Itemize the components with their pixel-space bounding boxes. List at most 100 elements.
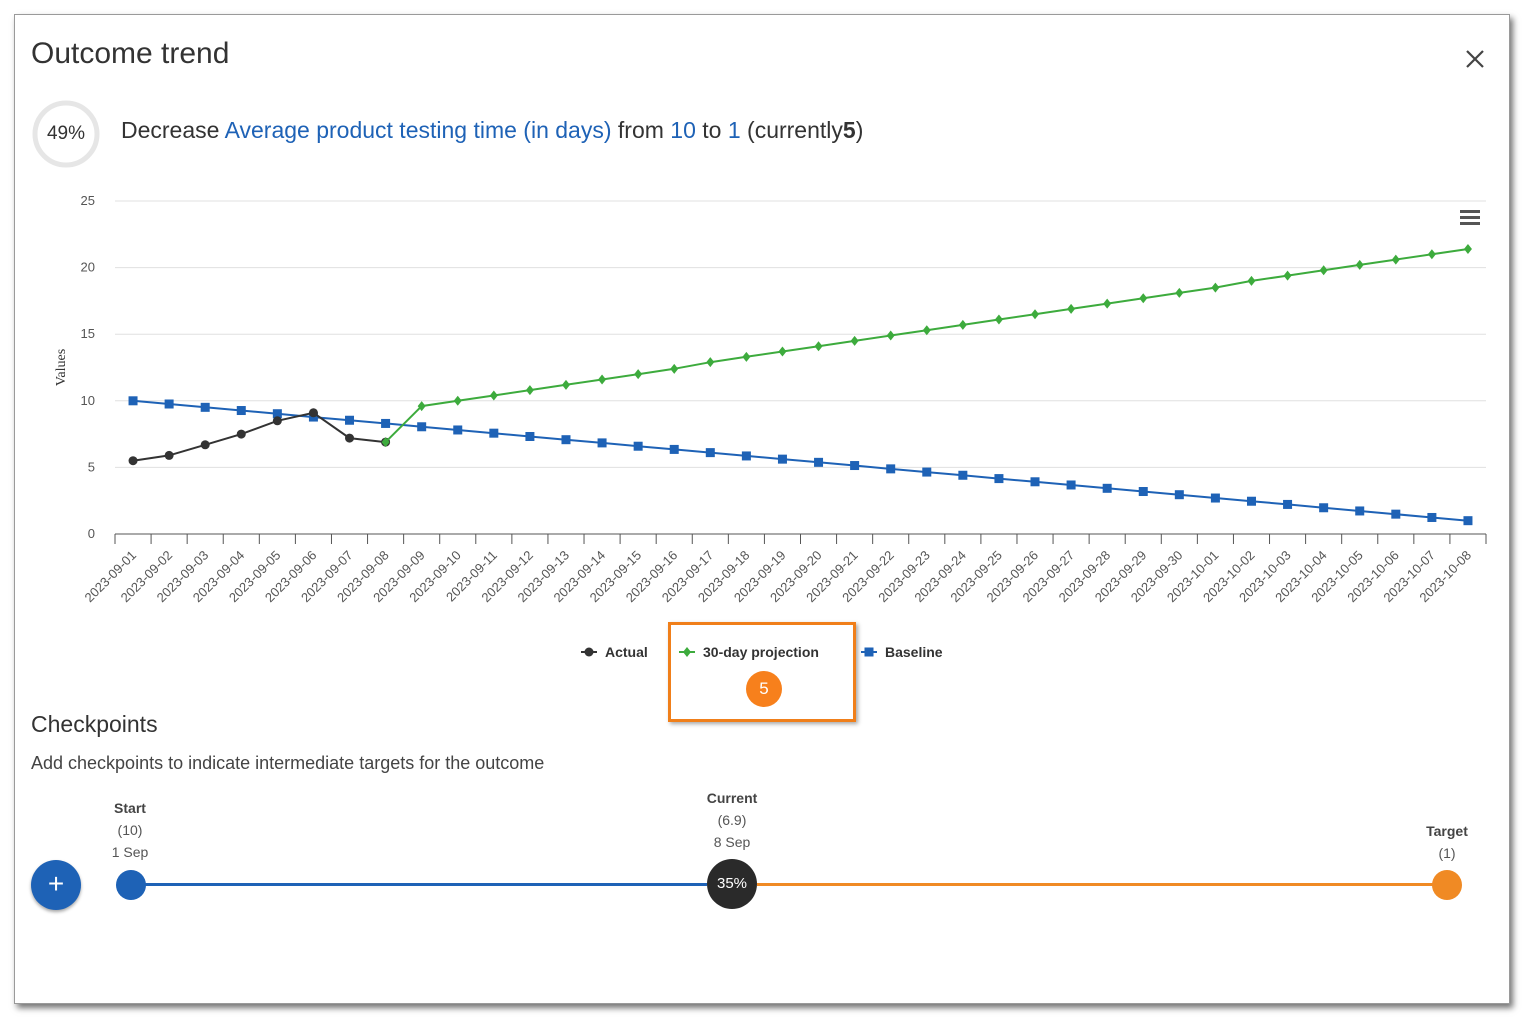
- series-line-baseline: [132, 399, 1469, 522]
- data-point: [525, 385, 534, 396]
- data-point: [1355, 259, 1364, 270]
- data-point: [777, 454, 787, 464]
- to-value-link[interactable]: 1: [727, 117, 741, 143]
- data-point: [345, 415, 355, 425]
- data-point: [958, 319, 967, 330]
- menu-bar: [1460, 210, 1480, 213]
- data-point: [236, 406, 246, 416]
- data-point: [1283, 499, 1293, 509]
- current-value: 5: [842, 117, 856, 143]
- data-point: [381, 418, 391, 428]
- data-point: [958, 470, 968, 480]
- data-point: [633, 441, 643, 451]
- metric-link[interactable]: Average product testing time (in days): [224, 117, 612, 143]
- current-checkpoint-dot[interactable]: 35%: [707, 859, 757, 909]
- data-point: [1174, 490, 1184, 500]
- legend-label: 30-day projection: [703, 644, 819, 660]
- completed-track: [130, 883, 707, 886]
- data-point: [1102, 483, 1112, 493]
- data-point: [1138, 487, 1148, 497]
- data-point: [200, 402, 210, 412]
- data-point: [1463, 243, 1472, 254]
- current-progress-pct: 35%: [716, 875, 748, 892]
- data-point: [741, 451, 751, 461]
- series-line-30-day-projection: [384, 248, 1469, 443]
- headline-from-word: from: [617, 117, 664, 143]
- start-checkpoint-dot[interactable]: [116, 870, 146, 900]
- data-point: [706, 357, 715, 368]
- data-point: [922, 467, 932, 477]
- legend-label: Actual: [605, 644, 648, 660]
- data-point: [994, 474, 1004, 484]
- data-point: [1067, 303, 1076, 314]
- data-point: [1283, 270, 1292, 281]
- start-name: Start: [114, 800, 146, 816]
- annotation-step-badge: 5: [746, 671, 782, 707]
- data-point: [705, 448, 715, 458]
- data-point: [1103, 298, 1112, 309]
- data-point: [598, 374, 607, 385]
- start-value: (10): [117, 822, 143, 838]
- data-point: [1246, 496, 1256, 506]
- dialog-title: Outcome trend: [31, 37, 230, 70]
- data-point: [597, 438, 607, 448]
- data-point: [886, 330, 895, 341]
- data-point: [1355, 506, 1365, 516]
- y-tick-label: 15: [81, 326, 95, 341]
- outcome-headline: Decrease Average product testing time (i…: [121, 117, 863, 144]
- add-checkpoint-button[interactable]: +: [31, 860, 81, 910]
- remaining-track: [757, 883, 1447, 886]
- data-point: [850, 335, 859, 346]
- legend-label: Baseline: [885, 644, 943, 660]
- legend-marker: [683, 647, 691, 657]
- data-point: [850, 461, 860, 471]
- data-point: [922, 325, 931, 336]
- data-point: [994, 314, 1003, 325]
- data-point: [670, 363, 679, 374]
- plus-icon: +: [47, 868, 65, 899]
- data-point: [1319, 503, 1329, 513]
- data-point: [128, 456, 138, 466]
- current-name: Current: [706, 790, 758, 806]
- data-point: [1211, 282, 1220, 293]
- hamburger-menu-icon[interactable]: [1460, 210, 1480, 225]
- current-checkpoint-label: Current (6.9) 8 Sep: [697, 787, 767, 853]
- data-point: [381, 437, 390, 448]
- data-point: [1139, 293, 1148, 304]
- checkpoints-description: Add checkpoints to indicate intermediate…: [31, 753, 545, 773]
- outcome-trend-dialog: Outcome trend 49% Decrease Average produ…: [14, 14, 1510, 1004]
- data-point: [1210, 493, 1220, 503]
- series-line-actual: [132, 411, 386, 462]
- from-value-link[interactable]: 10: [670, 117, 696, 143]
- headline-to-word: to: [702, 117, 722, 143]
- start-checkpoint-label: Start (10) 1 Sep: [100, 797, 160, 863]
- data-point: [1030, 477, 1040, 487]
- current-date: 8 Sep: [713, 834, 751, 850]
- target-checkpoint-label: Target (1): [1417, 820, 1477, 864]
- y-tick-label: 5: [88, 459, 95, 474]
- data-point: [308, 408, 318, 418]
- data-point: [561, 379, 570, 390]
- checkpoints-title: Checkpoints: [31, 711, 158, 737]
- headline-current-prefix: (currently: [747, 117, 843, 143]
- y-axis-label: Values: [54, 349, 69, 386]
- data-point: [814, 341, 823, 352]
- menu-bar: [1460, 216, 1480, 219]
- target-name: Target: [1426, 823, 1468, 839]
- data-point: [1427, 249, 1436, 260]
- data-point: [778, 346, 787, 357]
- current-checkpoint-value: (6.9): [717, 812, 747, 828]
- data-point: [1247, 275, 1256, 286]
- data-point: [814, 457, 824, 467]
- data-point: [236, 429, 246, 439]
- progress-ring: [32, 100, 100, 168]
- data-point: [453, 395, 462, 406]
- target-checkpoint-dot[interactable]: [1432, 870, 1462, 900]
- data-point: [489, 428, 499, 438]
- data-point: [742, 351, 751, 362]
- legend-marker: [584, 647, 594, 657]
- data-point: [345, 433, 355, 443]
- data-point: [489, 390, 498, 401]
- data-point: [1031, 309, 1040, 320]
- close-icon[interactable]: [1461, 45, 1489, 73]
